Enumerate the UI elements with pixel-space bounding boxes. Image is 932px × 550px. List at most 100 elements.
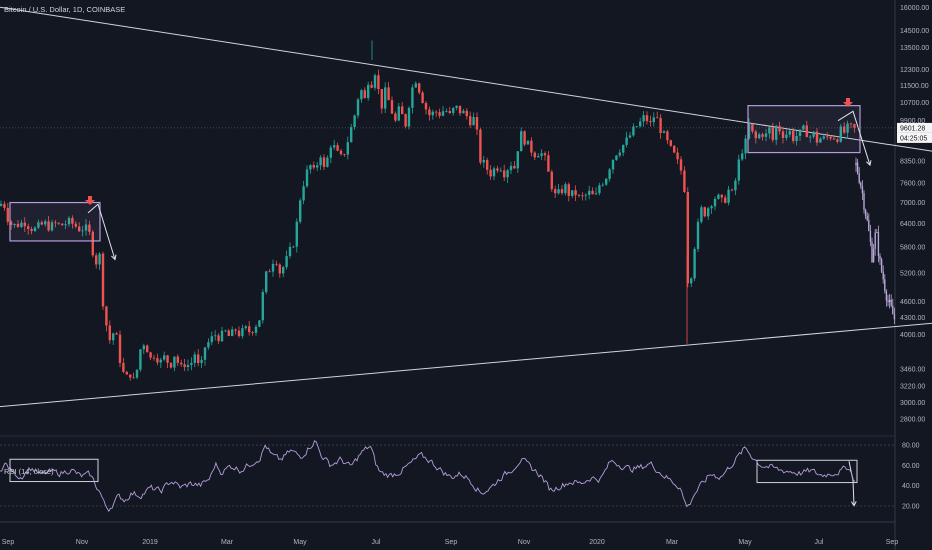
candle-body — [217, 335, 220, 342]
candle — [737, 154, 740, 185]
candle — [322, 154, 326, 171]
time-tick-label: Sep — [886, 539, 899, 546]
candle-body — [0, 203, 3, 206]
candle — [819, 136, 822, 143]
projection-candle — [877, 225, 880, 263]
candle-body — [57, 222, 60, 224]
candle-body — [564, 184, 567, 194]
candle-body — [775, 125, 778, 140]
projection-candle — [855, 157, 857, 172]
candle — [129, 374, 132, 381]
candle-body — [98, 253, 101, 265]
projection-arrow-head — [866, 160, 872, 167]
time-tick-label: Sep — [445, 539, 458, 546]
candle-body — [686, 192, 689, 284]
candle-body — [268, 271, 271, 273]
candle — [815, 128, 819, 146]
candle-body — [27, 226, 30, 230]
candle — [438, 108, 441, 119]
candle — [805, 120, 808, 138]
candle — [278, 263, 281, 278]
candle-body — [346, 142, 349, 155]
candle — [768, 126, 771, 139]
candle-body — [601, 184, 604, 186]
candle-body — [254, 326, 258, 333]
candle — [404, 113, 407, 129]
candle — [829, 135, 832, 141]
candle-body — [193, 354, 196, 363]
candle — [720, 194, 723, 203]
candle — [843, 122, 846, 135]
candle-body — [509, 165, 513, 171]
candle-body — [101, 253, 105, 307]
candle — [754, 129, 757, 144]
candle — [540, 149, 543, 161]
candle — [299, 198, 302, 224]
candle — [367, 81, 370, 101]
candle-body — [819, 138, 822, 143]
rsi-title: RSI (14, close) — [4, 467, 54, 476]
candle — [428, 106, 431, 121]
candle-body — [557, 189, 560, 194]
candle — [81, 226, 84, 237]
candle — [639, 117, 642, 128]
candle — [700, 205, 703, 224]
candle-body — [95, 255, 98, 265]
candle-body — [645, 115, 649, 122]
candle — [84, 219, 88, 236]
candle — [499, 167, 502, 172]
candle-body — [115, 333, 118, 335]
candle-body — [132, 377, 135, 379]
candle — [295, 218, 298, 253]
candle-body — [241, 328, 244, 337]
candle — [91, 229, 94, 258]
candle — [812, 131, 815, 139]
candle — [717, 193, 720, 200]
candle-body — [265, 271, 268, 292]
candle-body — [754, 131, 757, 139]
candle-body — [465, 110, 468, 117]
candle — [33, 226, 37, 233]
candle-body — [822, 136, 825, 139]
candle-body — [703, 207, 706, 217]
candle — [329, 145, 332, 164]
candle-body — [343, 154, 346, 155]
candle-body — [152, 357, 156, 359]
candle — [802, 124, 805, 131]
candle — [537, 153, 540, 158]
projection-candle — [885, 289, 888, 307]
candle — [686, 187, 689, 288]
candle — [601, 182, 604, 187]
candle-body — [356, 99, 360, 116]
projection-body — [855, 162, 857, 166]
candle — [503, 164, 506, 181]
candle — [656, 111, 659, 119]
candle-body — [802, 125, 805, 130]
candle — [693, 247, 696, 281]
candle — [105, 305, 108, 332]
time-tick-label: Nov — [76, 539, 89, 546]
candle — [703, 206, 706, 218]
candle — [435, 110, 438, 117]
candle — [95, 252, 98, 269]
candle — [40, 220, 43, 226]
candle — [152, 354, 156, 361]
candle-body — [23, 222, 26, 227]
projection-candle — [860, 181, 862, 189]
candle — [571, 190, 574, 198]
candle-body — [251, 332, 254, 333]
candle — [265, 270, 268, 295]
candle — [13, 223, 16, 228]
candle-body — [530, 140, 533, 153]
candle — [846, 120, 849, 139]
candle-body — [47, 221, 50, 231]
candle — [482, 155, 485, 168]
candle-body — [475, 117, 479, 130]
candle-body — [227, 330, 230, 337]
candle — [390, 96, 394, 114]
candle — [577, 193, 581, 198]
candle-body — [30, 229, 33, 231]
projection-candle — [874, 229, 876, 256]
candle — [227, 328, 230, 337]
